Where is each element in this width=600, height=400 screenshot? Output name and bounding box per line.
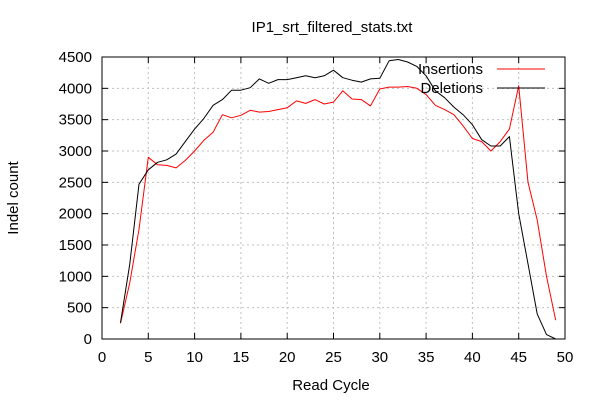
axis-ticks: 0 5 10 15 20 25 30 35 40 45 5005001000150020002500… [59,49,574,366]
y-tick-label: 500 [67,300,92,317]
x-tick-label: 30 [371,349,388,366]
y-tick-label: 1500 [59,237,92,254]
x-tick-label: 10 [186,349,203,366]
plot-frame [101,56,566,340]
y-tick-label: 0 [84,331,92,348]
x-tick-label: 15 [233,349,250,366]
chart-title: IP1_srt_filtered_stats.txt [252,19,414,36]
y-tick-label: 3000 [59,143,92,160]
y-axis-label: Indel count [5,160,22,234]
x-tick-label: 50 [557,349,574,366]
insertions-line [120,85,557,324]
y-tick-label: 3500 [59,112,92,129]
x-tick-label: 25 [325,349,342,366]
x-tick-label: 40 [464,349,481,366]
y-tick-label: 4000 [59,80,92,97]
x-tick-label: 0 [98,349,106,366]
y-tick-label: 2000 [59,206,92,223]
x-tick-label: 20 [279,349,296,366]
legend-label-deletions: Deletions [420,80,483,97]
series [120,59,557,340]
y-tick-label: 1000 [59,268,92,285]
y-tick-label: 2500 [59,174,92,191]
legend-label-insertions: Insertions [418,61,483,78]
x-tick-label: 35 [418,349,435,366]
grid [102,57,565,339]
legend: Insertions Deletions [418,61,545,97]
x-tick-label: 5 [144,349,152,366]
deletions-line [120,59,556,340]
x-tick-label: 45 [510,349,527,366]
x-axis-label: Read Cycle [292,377,370,394]
y-tick-label: 4500 [59,49,92,66]
